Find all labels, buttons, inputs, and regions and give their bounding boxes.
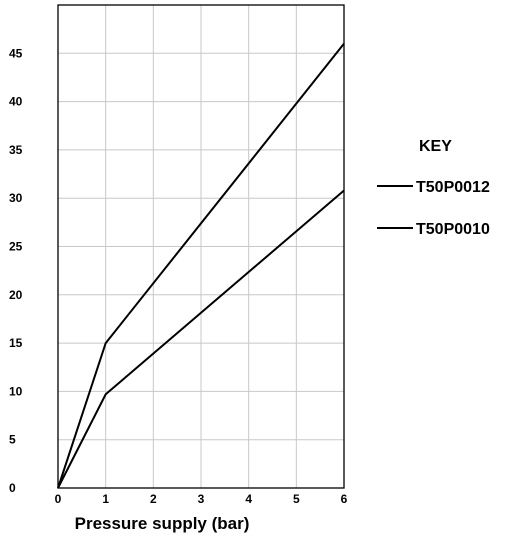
y-tick-label: 30 [9,191,23,205]
y-tick-label: 45 [9,46,23,60]
y-tick-label: 20 [9,288,23,302]
x-tick-label: 2 [150,492,157,506]
grid [58,5,344,488]
y-tick-label: 25 [9,240,23,254]
x-tick-label: 4 [245,492,252,506]
legend: T50P0012 T50P0010 [377,179,490,238]
series-line-t50p0010 [57,189,345,489]
x-tick-label: 3 [198,492,205,506]
series-lines [57,42,345,489]
y-tick-label: 35 [9,143,23,157]
x-tick-label: 0 [55,492,62,506]
legend-title: KEY [419,138,452,155]
series-line-t50p0012 [57,42,345,489]
y-tick-label: 40 [9,95,23,109]
y-tick-label: 15 [9,336,23,350]
y-tick-label: 10 [9,384,23,398]
x-axis-label: Pressure supply (bar) [75,514,250,533]
x-tick-label: 5 [293,492,300,506]
plot-frame [57,4,345,489]
x-tick-label: 6 [341,492,348,506]
y-tick-label: 0 [9,481,16,495]
legend-label: T50P0010 [416,221,490,238]
x-tick-labels: 0 1 2 3 4 5 6 [55,492,348,506]
legend-label: T50P0012 [416,179,490,196]
y-tick-labels: 0 5 10 15 20 25 30 35 40 45 [9,46,23,495]
x-tick-label: 1 [102,492,109,506]
y-tick-label: 5 [9,433,16,447]
